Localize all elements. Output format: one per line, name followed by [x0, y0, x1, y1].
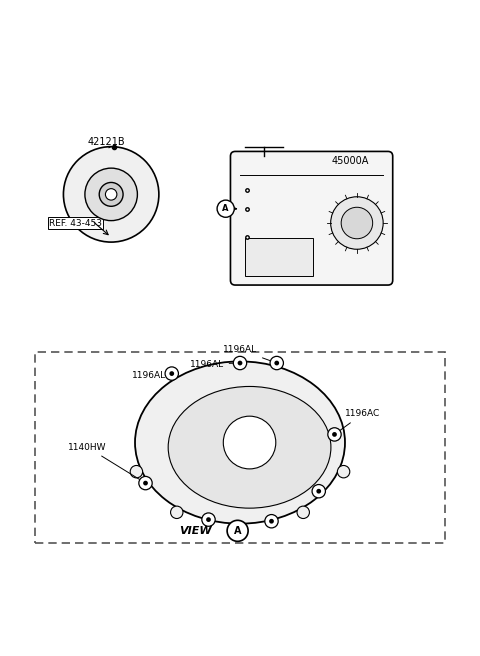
- Circle shape: [337, 466, 350, 478]
- Circle shape: [227, 520, 248, 541]
- Text: 1196AL: 1196AL: [132, 371, 172, 380]
- FancyBboxPatch shape: [245, 238, 313, 276]
- Text: VIEW: VIEW: [179, 526, 211, 536]
- Ellipse shape: [168, 386, 331, 508]
- Circle shape: [130, 466, 143, 478]
- Bar: [35, 352, 445, 543]
- Circle shape: [332, 432, 337, 437]
- Text: 45000A: 45000A: [331, 155, 369, 166]
- Circle shape: [85, 168, 137, 220]
- Circle shape: [165, 367, 179, 380]
- Text: A: A: [222, 204, 229, 213]
- Text: 1196AL: 1196AL: [190, 359, 237, 369]
- Text: A: A: [234, 526, 241, 536]
- Ellipse shape: [223, 416, 276, 469]
- Text: 1196AC: 1196AC: [337, 409, 380, 433]
- Circle shape: [341, 207, 372, 239]
- Circle shape: [234, 522, 246, 534]
- Circle shape: [63, 147, 159, 242]
- Circle shape: [170, 506, 183, 518]
- FancyBboxPatch shape: [230, 152, 393, 285]
- Circle shape: [233, 356, 247, 370]
- Circle shape: [202, 513, 215, 526]
- Text: 1140HW: 1140HW: [68, 443, 143, 482]
- Circle shape: [206, 517, 211, 522]
- Circle shape: [238, 361, 242, 365]
- Circle shape: [297, 506, 310, 518]
- Circle shape: [217, 200, 234, 217]
- Circle shape: [312, 485, 325, 498]
- Circle shape: [269, 519, 274, 523]
- Text: 1196AL: 1196AL: [223, 345, 274, 362]
- Text: 42121B: 42121B: [87, 136, 125, 147]
- Text: REF. 43-453: REF. 43-453: [49, 218, 102, 228]
- Circle shape: [316, 489, 321, 493]
- Circle shape: [331, 197, 383, 249]
- Circle shape: [328, 428, 341, 441]
- Circle shape: [143, 481, 148, 485]
- Circle shape: [275, 361, 279, 365]
- Circle shape: [99, 182, 123, 206]
- Circle shape: [270, 356, 283, 370]
- Ellipse shape: [135, 361, 345, 523]
- Circle shape: [106, 189, 117, 200]
- Circle shape: [169, 371, 174, 376]
- Circle shape: [139, 476, 152, 490]
- Circle shape: [265, 514, 278, 528]
